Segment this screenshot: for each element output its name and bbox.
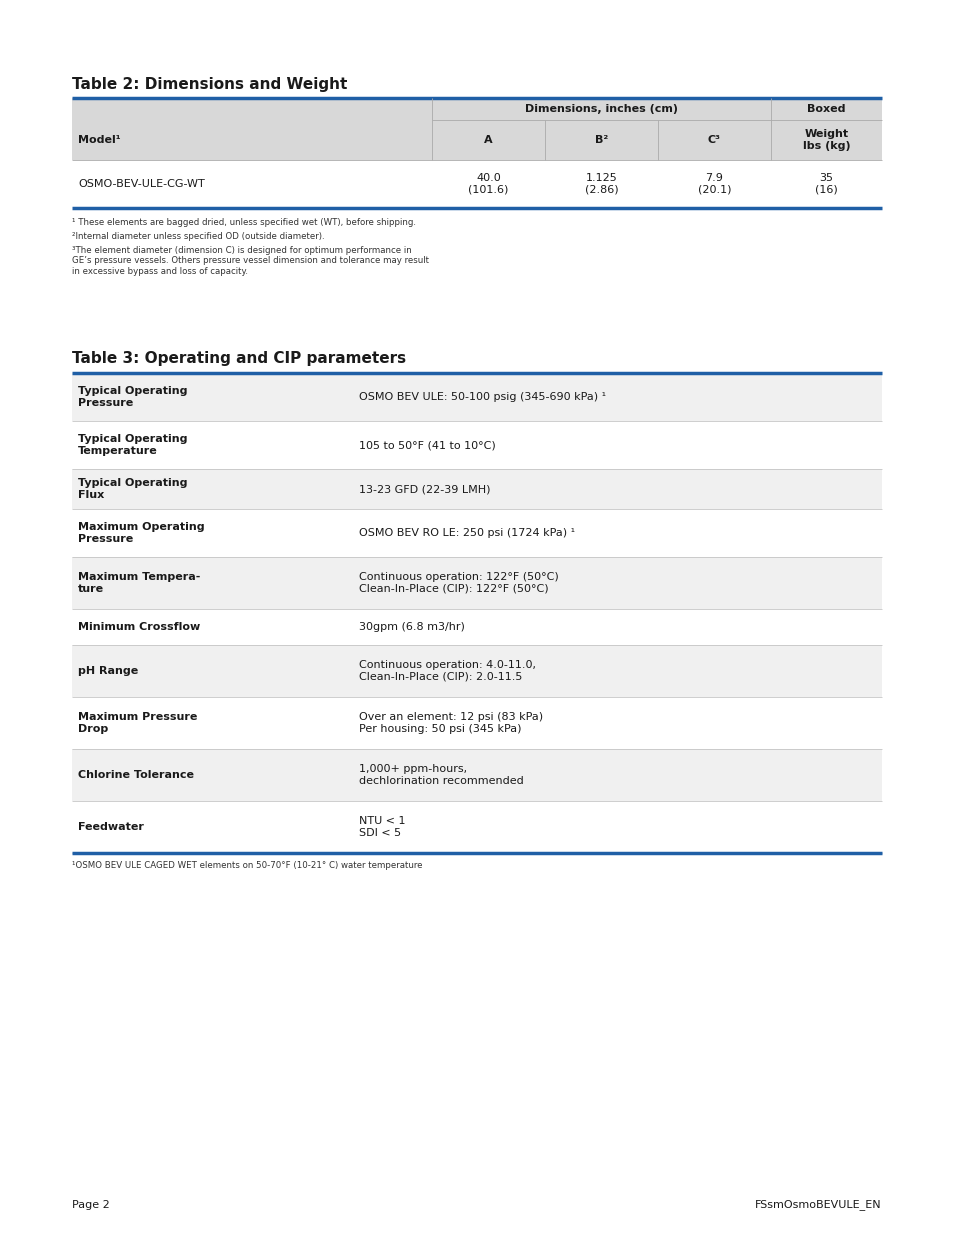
Text: Typical Operating
Flux: Typical Operating Flux	[78, 478, 188, 500]
Text: C³: C³	[707, 135, 720, 144]
Text: Dimensions, inches (cm): Dimensions, inches (cm)	[524, 104, 678, 114]
Bar	[71, 421, 882, 469]
Text: Weight
lbs (kg): Weight lbs (kg)	[801, 130, 849, 151]
Text: Typical Operating
Temperature: Typical Operating Temperature	[78, 435, 188, 456]
Text: 1,000+ ppm-hours,
dechlorination recommended: 1,000+ ppm-hours, dechlorination recomme…	[358, 764, 523, 785]
Text: B²: B²	[595, 135, 607, 144]
Text: Maximum Tempera-
ture: Maximum Tempera- ture	[78, 572, 200, 594]
Bar	[71, 697, 882, 748]
Text: 105 to 50°F (41 to 10°C): 105 to 50°F (41 to 10°C)	[358, 440, 496, 450]
Text: NTU < 1
SDI < 5: NTU < 1 SDI < 5	[358, 816, 405, 837]
Text: Over an element: 12 psi (83 kPa)
Per housing: 50 psi (345 kPa): Over an element: 12 psi (83 kPa) Per hou…	[358, 713, 542, 734]
Text: Continuous operation: 4.0-11.0,
Clean-In-Place (CIP): 2.0-11.5: Continuous operation: 4.0-11.0, Clean-In…	[358, 661, 536, 682]
Text: 35
(16): 35 (16)	[814, 173, 837, 195]
Text: ³The element diameter (dimension C) is designed for optimum performance in
GE’s : ³The element diameter (dimension C) is d…	[71, 246, 429, 275]
Text: Chlorine Tolerance: Chlorine Tolerance	[78, 769, 193, 781]
Bar	[71, 373, 882, 421]
Text: OSMO BEV RO LE: 250 psi (1724 kPa) ¹: OSMO BEV RO LE: 250 psi (1724 kPa) ¹	[358, 529, 575, 538]
Text: Maximum Pressure
Drop: Maximum Pressure Drop	[78, 713, 197, 734]
Bar	[71, 98, 882, 161]
Text: 30gpm (6.8 m3/hr): 30gpm (6.8 m3/hr)	[358, 622, 464, 632]
Text: ¹ These elements are bagged dried, unless specified wet (WT), before shipping.: ¹ These elements are bagged dried, unles…	[71, 219, 416, 227]
Text: pH Range: pH Range	[78, 666, 138, 676]
Text: Maximum Operating
Pressure: Maximum Operating Pressure	[78, 522, 204, 543]
Text: Continuous operation: 122°F (50°C)
Clean-In-Place (CIP): 122°F (50°C): Continuous operation: 122°F (50°C) Clean…	[358, 572, 558, 594]
Text: 7.9
(20.1): 7.9 (20.1)	[697, 173, 731, 195]
Bar	[71, 645, 882, 697]
Text: 13-23 GFD (22-39 LMH): 13-23 GFD (22-39 LMH)	[358, 484, 490, 494]
Text: Model¹: Model¹	[78, 135, 120, 144]
Text: 40.0
(101.6): 40.0 (101.6)	[468, 173, 508, 195]
Text: ¹OSMO BEV ULE CAGED WET elements on 50-70°F (10-21° C) water temperature: ¹OSMO BEV ULE CAGED WET elements on 50-7…	[71, 861, 422, 869]
Bar	[71, 802, 882, 853]
Text: Typical Operating
Pressure: Typical Operating Pressure	[78, 387, 188, 408]
Text: Table 3: Operating and CIP parameters: Table 3: Operating and CIP parameters	[71, 351, 406, 366]
Bar	[71, 509, 882, 557]
Text: 1.125
(2.86): 1.125 (2.86)	[584, 173, 618, 195]
Text: Boxed: Boxed	[806, 104, 845, 114]
Text: Table 2: Dimensions and Weight: Table 2: Dimensions and Weight	[71, 77, 347, 91]
Bar	[71, 469, 882, 509]
Bar	[71, 748, 882, 802]
Text: Minimum Crossflow: Minimum Crossflow	[78, 622, 200, 632]
Text: OSMO-BEV-ULE-CG-WT: OSMO-BEV-ULE-CG-WT	[78, 179, 205, 189]
Bar	[71, 609, 882, 645]
Text: A: A	[484, 135, 493, 144]
Text: OSMO BEV ULE: 50-100 psig (345-690 kPa) ¹: OSMO BEV ULE: 50-100 psig (345-690 kPa) …	[358, 391, 605, 403]
Text: FSsmOsmoBEVULE_EN: FSsmOsmoBEVULE_EN	[755, 1199, 882, 1210]
Text: ²Internal diameter unless specified OD (outside diameter).: ²Internal diameter unless specified OD (…	[71, 232, 324, 241]
Bar	[71, 161, 882, 207]
Bar	[71, 557, 882, 609]
Text: Page 2: Page 2	[71, 1200, 110, 1210]
Text: Feedwater: Feedwater	[78, 823, 144, 832]
